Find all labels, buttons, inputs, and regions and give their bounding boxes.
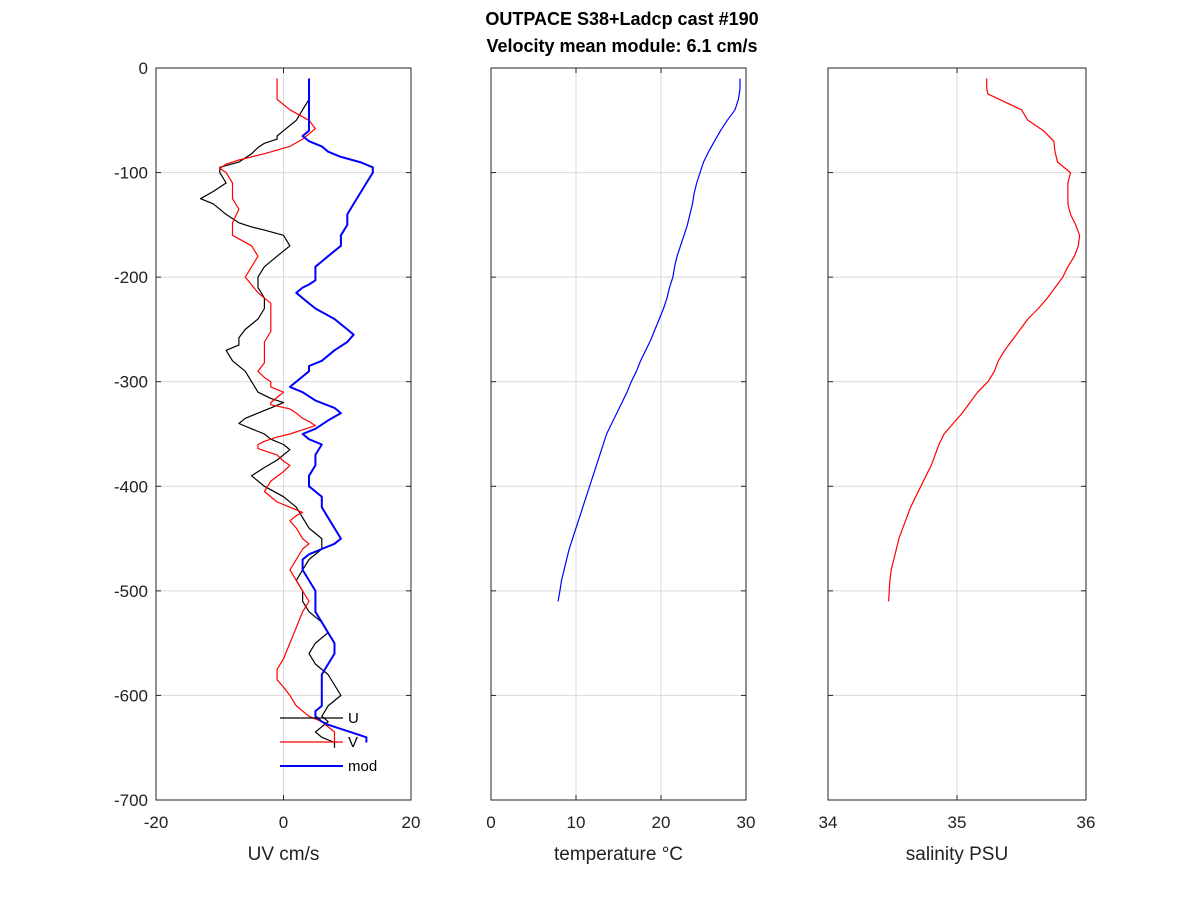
x-tick-label: 34	[819, 813, 838, 832]
x-tick-label: 10	[567, 813, 586, 832]
legend-label-v: V	[348, 734, 358, 751]
y-tick-label: -100	[114, 164, 148, 183]
x-tick-label: -20	[144, 813, 169, 832]
x-axis-label: UV cm/s	[248, 844, 320, 865]
y-tick-label: -500	[114, 582, 148, 601]
chart-title: OUTPACE S38+Ladcp cast #190	[485, 9, 758, 29]
legend-label-mod: mod	[348, 758, 377, 775]
series-v-line	[219, 78, 336, 743]
x-tick-label: 0	[486, 813, 495, 832]
panel-salinity: 34 35 36 salinity PSU	[819, 67, 1096, 865]
y-tick-label: -200	[114, 268, 148, 287]
x-axis-label: temperature °C	[554, 844, 683, 865]
y-tick-label: -300	[114, 373, 148, 392]
x-tick-label: 36	[1077, 813, 1096, 832]
axes-frame	[490, 67, 747, 801]
legend-label-u: U	[348, 710, 359, 727]
panel-temperature: 0 10 20 30 temperature °C	[486, 67, 756, 865]
chart-subtitle: Velocity mean module: 6.1 cm/s	[486, 36, 757, 56]
x-axis-label: salinity PSU	[906, 844, 1008, 865]
series-u-line	[200, 78, 342, 748]
x-tick-label: 20	[402, 813, 421, 832]
x-tick-label: 20	[652, 813, 671, 832]
x-tick-label: 30	[737, 813, 756, 832]
x-tick-label: 35	[948, 813, 967, 832]
y-tick-label: -600	[114, 686, 148, 705]
series-mod-line	[288, 78, 374, 743]
series-salinity-line	[888, 78, 1081, 602]
y-tick-label: -400	[114, 477, 148, 496]
y-tick-label: -700	[114, 791, 148, 810]
x-tick-label: 0	[279, 813, 288, 832]
series-temperature-line	[557, 78, 741, 602]
y-tick-label: 0	[139, 59, 148, 78]
